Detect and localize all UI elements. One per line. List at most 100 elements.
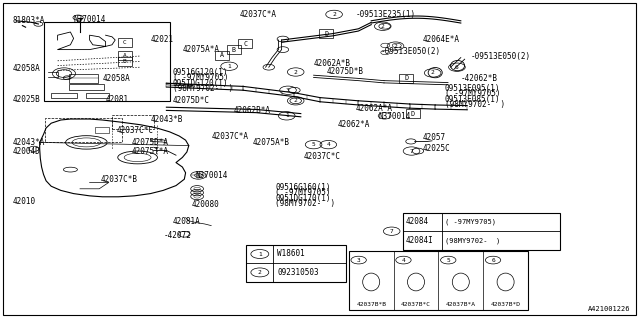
Text: D: D	[404, 76, 408, 81]
Text: -09513E050(2): -09513E050(2)	[470, 52, 531, 60]
Bar	[95, 127, 109, 133]
Text: 4: 4	[326, 142, 330, 147]
Text: 42062B*A: 42062B*A	[234, 106, 271, 115]
Text: 3: 3	[286, 88, 290, 93]
Bar	[227, 45, 241, 54]
Text: 6: 6	[455, 65, 459, 70]
Text: 1: 1	[227, 64, 231, 69]
Bar	[45, 118, 122, 142]
Bar	[69, 84, 104, 90]
Text: 42062A*A: 42062A*A	[355, 104, 392, 113]
Text: 42037C*C: 42037C*C	[304, 152, 341, 161]
Text: 2: 2	[394, 44, 397, 49]
Bar	[349, 251, 528, 310]
Text: 81803*A: 81803*A	[13, 16, 45, 25]
Text: 7: 7	[410, 148, 413, 154]
Bar	[246, 245, 346, 282]
Bar	[118, 51, 132, 60]
Text: A421001226: A421001226	[588, 306, 630, 312]
Bar	[403, 213, 560, 250]
Bar	[238, 39, 252, 48]
Bar	[69, 74, 98, 83]
Text: 1: 1	[285, 113, 289, 118]
Text: 42043*B: 42043*B	[150, 116, 183, 124]
Bar	[112, 115, 154, 129]
Text: 42075A*A: 42075A*A	[182, 45, 220, 54]
Text: 42062A*B: 42062A*B	[314, 60, 351, 68]
Text: 2: 2	[294, 98, 298, 103]
Bar	[319, 29, 333, 38]
Text: 42081A: 42081A	[173, 217, 200, 226]
Text: 420080: 420080	[192, 200, 220, 209]
Text: ( -97MY9705): ( -97MY9705)	[445, 89, 500, 98]
Text: 4: 4	[401, 258, 405, 263]
Text: (98MY9702-  ): (98MY9702- )	[445, 237, 500, 244]
Text: C: C	[243, 41, 247, 47]
Text: 2: 2	[258, 270, 262, 275]
Text: C: C	[123, 40, 127, 45]
Text: (98MY9702-  ): (98MY9702- )	[445, 100, 505, 109]
Bar	[406, 109, 420, 118]
Text: 42058A: 42058A	[13, 64, 40, 73]
Text: 42075D*C: 42075D*C	[173, 96, 210, 105]
Bar	[51, 93, 77, 98]
Text: 42084I: 42084I	[406, 236, 433, 245]
Text: 42025C: 42025C	[422, 144, 450, 153]
Bar	[118, 57, 132, 66]
Bar	[118, 38, 132, 47]
Text: N370014: N370014	[379, 112, 412, 121]
Text: 1: 1	[258, 252, 262, 257]
Text: 2: 2	[431, 70, 435, 76]
Bar	[86, 93, 109, 98]
Text: B: B	[232, 47, 236, 52]
Text: -42072: -42072	[163, 231, 191, 240]
Text: B: B	[123, 59, 127, 64]
Text: 42037B*A: 42037B*A	[446, 302, 476, 307]
Text: (98MY9702-  ): (98MY9702- )	[275, 199, 335, 208]
Text: 42010: 42010	[13, 197, 36, 206]
Text: 7: 7	[390, 229, 394, 234]
Text: 09513E095(1): 09513E095(1)	[445, 84, 500, 92]
Text: 42062*A: 42062*A	[338, 120, 371, 129]
Bar	[44, 22, 170, 101]
Text: 42057: 42057	[422, 133, 445, 142]
Text: ( -97MY9705): ( -97MY9705)	[173, 73, 228, 82]
Text: 42075T*A: 42075T*A	[131, 148, 168, 156]
Text: 09513E085(1): 09513E085(1)	[445, 95, 500, 104]
Bar	[399, 74, 413, 83]
Text: ( -97MY9705): ( -97MY9705)	[445, 219, 496, 225]
Text: D: D	[324, 31, 328, 36]
Text: 42021: 42021	[150, 36, 173, 44]
Text: 42025B: 42025B	[13, 95, 40, 104]
Text: 42043*A: 42043*A	[13, 138, 45, 147]
Text: (98MY9702-  ): (98MY9702- )	[173, 84, 233, 93]
Text: 09516G160(1): 09516G160(1)	[275, 183, 331, 192]
Text: W18601: W18601	[277, 250, 305, 259]
Text: N370014: N370014	[74, 15, 106, 24]
Text: A: A	[220, 52, 224, 58]
Text: 5: 5	[312, 142, 316, 147]
Text: 42081: 42081	[106, 95, 129, 104]
Text: 42037B*D: 42037B*D	[491, 302, 520, 307]
Text: -09513E050(2): -09513E050(2)	[381, 47, 441, 56]
Text: 42004D: 42004D	[13, 148, 40, 156]
Bar	[215, 51, 229, 60]
Text: 42037C*C: 42037C*C	[117, 126, 154, 135]
Text: A: A	[123, 52, 127, 58]
Text: 2: 2	[294, 69, 298, 75]
Text: 0951DG170(1): 0951DG170(1)	[275, 194, 331, 203]
Text: N370014: N370014	[195, 171, 228, 180]
Text: -42062*B: -42062*B	[461, 74, 498, 83]
Text: 42075D*B: 42075D*B	[326, 68, 364, 76]
Text: 42037B*B: 42037B*B	[356, 302, 386, 307]
Text: 42064E*A: 42064E*A	[422, 36, 460, 44]
Text: 42037C*B: 42037C*B	[101, 175, 138, 184]
Text: 2: 2	[332, 12, 336, 17]
Text: D: D	[411, 111, 415, 116]
Text: 6: 6	[491, 258, 495, 263]
Text: -09513E235(1): -09513E235(1)	[355, 10, 415, 19]
Text: 42037C*A: 42037C*A	[211, 132, 248, 141]
Text: 09516G120(1): 09516G120(1)	[173, 68, 228, 76]
Text: 0951DG120(1): 0951DG120(1)	[173, 79, 228, 88]
Text: 42037C*A: 42037C*A	[240, 10, 277, 19]
